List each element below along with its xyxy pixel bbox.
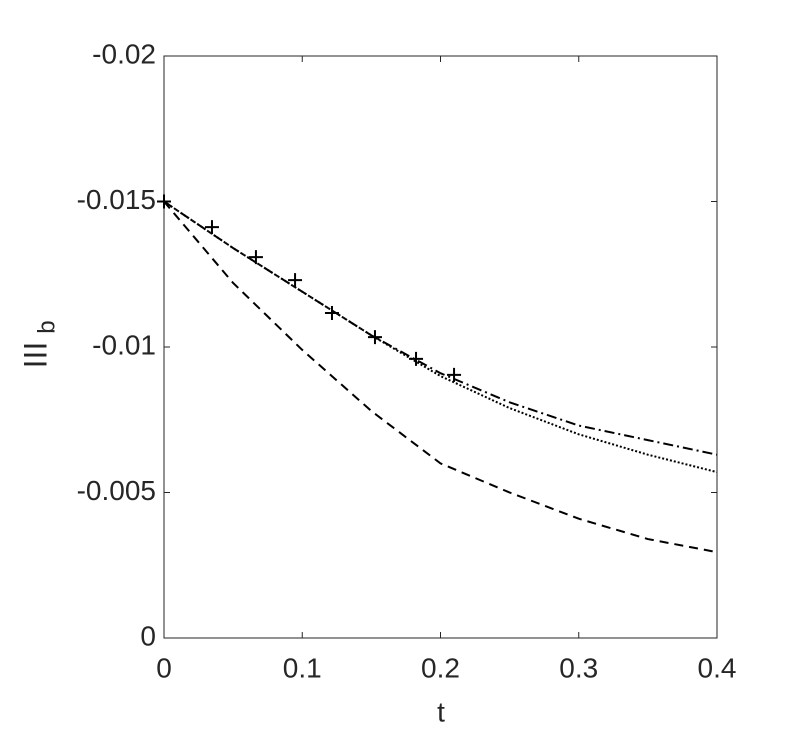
line-series xyxy=(163,200,718,456)
plus-marker xyxy=(248,250,263,265)
line-series xyxy=(163,200,718,554)
y-tick-label: 0 xyxy=(140,620,156,651)
x-tick-label: 0.2 xyxy=(421,652,460,683)
line-series xyxy=(163,200,718,474)
plus-marker xyxy=(204,220,219,235)
y-axis-label-sub: b xyxy=(33,320,60,333)
x-tick-label: 0.1 xyxy=(283,652,322,683)
plus-marker xyxy=(157,194,171,209)
y-axis-label: III xyxy=(17,342,53,369)
plus-marker xyxy=(409,351,424,366)
plus-marker xyxy=(288,273,303,288)
plus-marker xyxy=(324,305,339,320)
x-tick-label: 0 xyxy=(156,652,172,683)
plus-marker xyxy=(447,367,462,382)
y-tick-label: -0.01 xyxy=(92,329,156,360)
x-axis-label: t xyxy=(437,696,445,727)
y-tick-label: -0.005 xyxy=(77,475,156,506)
x-tick-label: 0.3 xyxy=(559,652,598,683)
y-tick-label: -0.02 xyxy=(92,38,156,69)
plus-marker xyxy=(367,330,382,345)
x-tick-label: 0.4 xyxy=(698,652,737,683)
y-tick-label: -0.015 xyxy=(77,184,156,215)
plot-frame xyxy=(163,55,718,639)
y-axis-label-group: III b xyxy=(17,320,60,368)
